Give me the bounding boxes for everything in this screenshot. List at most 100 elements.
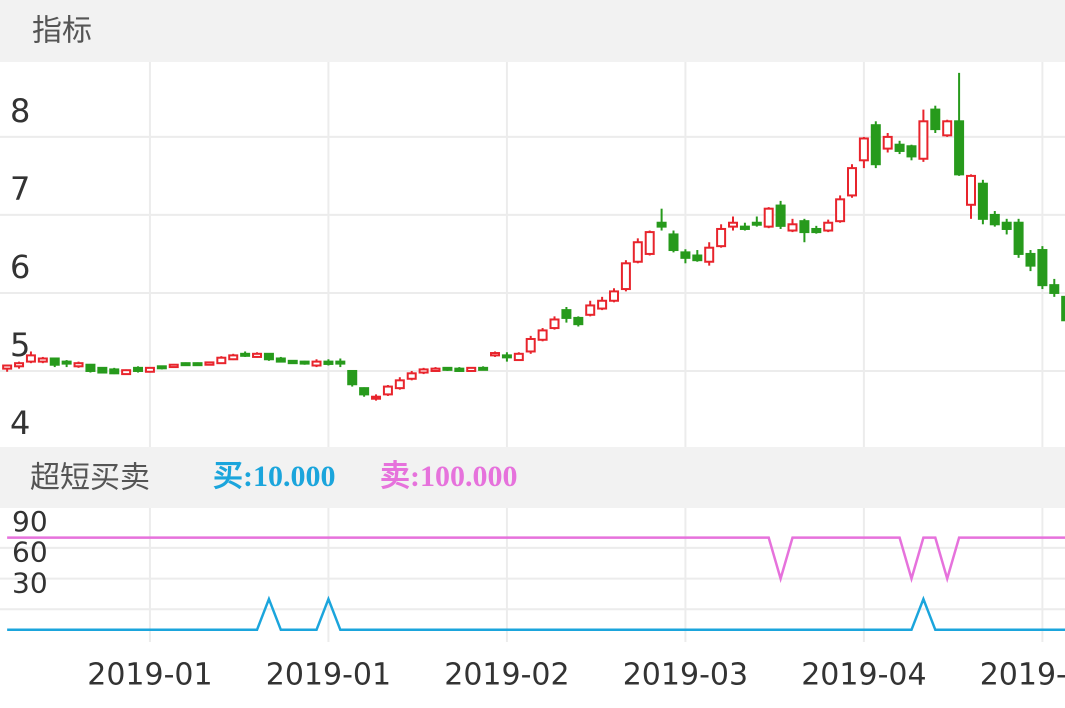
candle-body [97, 366, 108, 374]
candle-body [620, 262, 631, 291]
candle-body [823, 221, 834, 232]
indicator-line [7, 536, 1065, 584]
candle-body [549, 318, 560, 330]
candle-body [597, 299, 608, 310]
candle-body [882, 135, 893, 150]
candle-body [787, 223, 798, 232]
candle-body [168, 363, 179, 369]
candle-body [275, 357, 286, 363]
candle-body [763, 207, 774, 228]
candle-body [430, 367, 441, 372]
candle-body [906, 145, 917, 158]
candle-body [965, 174, 976, 206]
candle-body [335, 360, 346, 365]
candle-body [751, 221, 762, 226]
candle-body [371, 395, 382, 400]
candle-body [382, 385, 393, 396]
candle-body [252, 352, 263, 358]
candle-body [525, 337, 536, 353]
y-tick-label: 30 [12, 566, 48, 599]
candle-body [977, 182, 988, 220]
candle-body [418, 368, 429, 374]
candle-body [156, 365, 167, 370]
candle-body [930, 108, 941, 131]
sell-legend: 卖:100.000 [380, 460, 518, 493]
header-title: 指标 [32, 14, 92, 49]
y-tick-label: 5 [10, 326, 30, 364]
candle-body [644, 231, 655, 255]
candle-body [466, 366, 477, 372]
candle-body [680, 251, 691, 259]
header-bar [0, 0, 1065, 62]
y-tick-label: 4 [10, 404, 30, 442]
candle-body [228, 354, 239, 361]
candle-body [954, 120, 965, 176]
candle-body [858, 137, 869, 162]
candle-body [573, 316, 584, 326]
candle-body [85, 363, 96, 372]
x-tick-label: 2019-03 [623, 658, 748, 693]
candle-body [287, 359, 298, 365]
candle-body [1049, 284, 1060, 294]
candle-body [1025, 252, 1036, 267]
candle-body [1001, 221, 1012, 230]
candle-body [73, 362, 84, 368]
candle-body [1061, 295, 1065, 322]
candle-body [240, 352, 251, 357]
candle-body [656, 221, 667, 228]
candle-body [609, 290, 620, 302]
candle-body [918, 120, 929, 160]
indicator-bar [0, 447, 1065, 508]
y-tick-label: 60 [12, 536, 48, 569]
candle-body [835, 198, 846, 223]
candle-body [144, 366, 155, 373]
candle-body [739, 225, 750, 230]
candle-body [25, 354, 36, 363]
candle-body [311, 360, 322, 367]
candle-body [2, 364, 13, 370]
candle-body [1037, 249, 1048, 287]
candle-body [192, 362, 203, 367]
candle-body [704, 246, 715, 263]
candle-body [668, 233, 679, 252]
candle-body [406, 372, 417, 380]
candle-body [799, 220, 810, 234]
candle-body [632, 241, 643, 263]
candle-body [942, 120, 953, 137]
candle-body [394, 379, 405, 390]
candle-body [61, 360, 72, 365]
candle-body [513, 352, 524, 362]
candle-body [478, 366, 489, 371]
candle-body [585, 304, 596, 316]
candle-body [347, 369, 358, 386]
candle-body [109, 368, 120, 375]
candle-body [121, 369, 132, 376]
y-tick-label: 8 [10, 92, 30, 130]
candle-body [716, 227, 727, 248]
x-tick-label: 2019-04 [801, 658, 926, 693]
candle-body [811, 227, 822, 234]
candle-body [870, 124, 881, 166]
y-tick-label: 7 [10, 170, 30, 208]
indicator-line [7, 595, 1065, 632]
candle-body [216, 356, 227, 365]
y-tick-label: 90 [12, 505, 48, 538]
candle-body [501, 354, 512, 359]
x-tick-label: 2019-05 [980, 658, 1065, 693]
candle-body [537, 329, 548, 341]
candle-body [894, 143, 905, 152]
candle-body [49, 357, 60, 366]
candle-body [204, 361, 215, 366]
candle-body [692, 254, 703, 262]
candle-body [775, 204, 786, 227]
candle-body [989, 213, 1000, 226]
x-tick-label: 2019-01 [87, 658, 212, 693]
candle-body [1013, 221, 1024, 255]
buy-legend: 买:10.000 [213, 460, 336, 493]
candle-body [561, 309, 572, 319]
candle-body [490, 352, 501, 357]
x-tick-label: 2019-02 [444, 658, 569, 693]
candle-body [454, 367, 465, 372]
candle-body [37, 357, 48, 363]
